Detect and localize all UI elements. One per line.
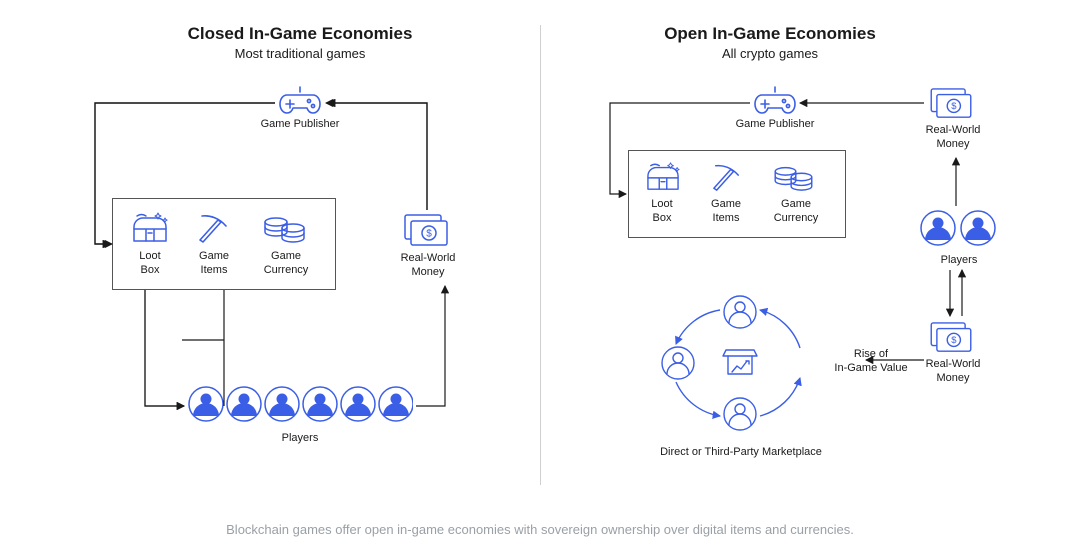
right-currency-label: Game Currency [768,198,824,226]
diagram-canvas: Closed In-Game Economies Most traditiona… [0,0,1080,557]
right-money-top-label: Real-World Money [920,124,986,152]
svg-text:$: $ [951,100,957,111]
caption-text: Blockchain games offer open in-game econ… [0,522,1080,537]
money-icon: $ [404,214,448,248]
coins-icon [262,212,306,244]
marketplace-cycle [640,288,840,438]
right-title: Open In-Game Economies [640,24,900,44]
left-subtitle: Most traditional games [170,46,430,61]
left-players-label: Players [265,432,335,446]
gamepad-icon-right [754,86,796,114]
right-publisher-label: Game Publisher [730,118,820,132]
lootbox-icon-right [644,160,682,192]
right-marketplace-label: Direct or Third-Party Marketplace [648,446,834,460]
pickaxe-icon [196,212,232,244]
left-currency-label: Game Currency [258,250,314,278]
left-title: Closed In-Game Economies [170,24,430,44]
pickaxe-icon-right [710,162,744,192]
center-divider [540,25,541,485]
left-publisher-label: Game Publisher [255,118,345,132]
right-subtitle: All crypto games [640,46,900,61]
players-icon-right [920,210,996,250]
money-icon-bottom-right: $ [930,322,972,354]
right-money-bottom-label: Real-World Money [920,358,986,386]
right-lootbox-label: Loot Box [640,198,684,226]
svg-text:$: $ [951,334,957,345]
lootbox-icon [130,210,170,244]
left-money-label: Real-World Money [395,252,461,280]
players-icon [188,386,413,426]
right-items-label: Game Items [704,198,748,226]
coins-icon-right [772,162,814,192]
left-lootbox-label: Loot Box [128,250,172,278]
svg-text:$: $ [426,229,432,240]
right-rise-label: Rise of In-Game Value [826,348,916,376]
gamepad-icon [279,86,321,114]
right-players-label: Players [936,254,982,268]
left-items-label: Game Items [192,250,236,278]
money-icon-top-right: $ [930,88,972,120]
